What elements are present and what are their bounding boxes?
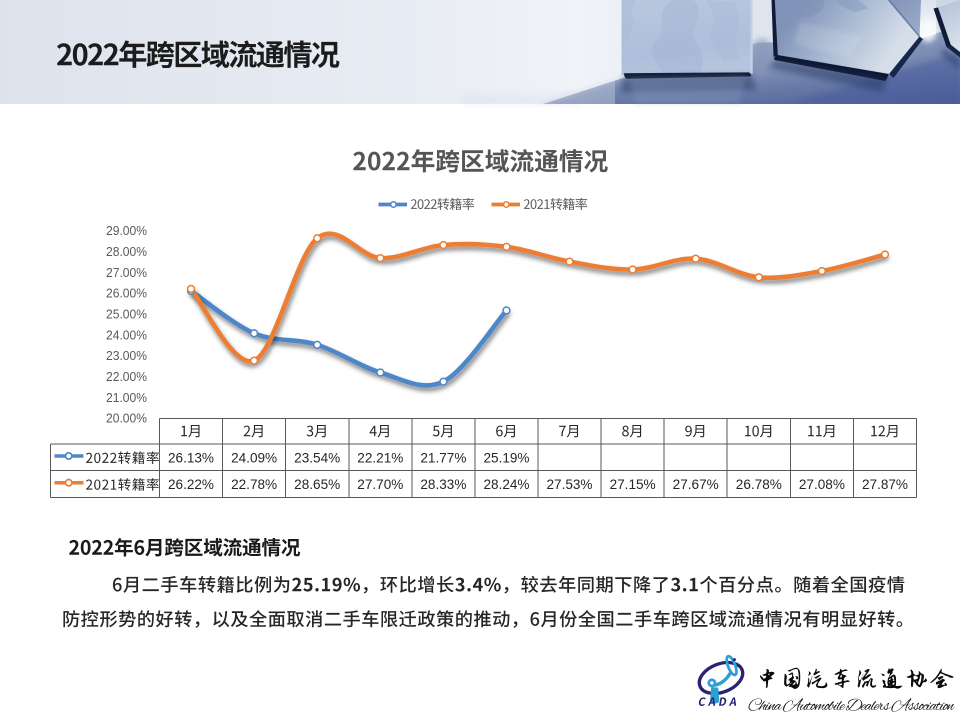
svg-text:21.77%: 21.77% bbox=[420, 450, 466, 465]
svg-text:26.00%: 26.00% bbox=[106, 286, 147, 301]
svg-text:27.67%: 27.67% bbox=[673, 477, 719, 492]
svg-text:27.53%: 27.53% bbox=[547, 477, 593, 492]
svg-text:22.21%: 22.21% bbox=[357, 450, 403, 465]
svg-text:22.78%: 22.78% bbox=[231, 477, 277, 492]
svg-text:28.00%: 28.00% bbox=[106, 244, 147, 259]
svg-text:25.00%: 25.00% bbox=[106, 307, 147, 322]
svg-text:24.00%: 24.00% bbox=[106, 327, 147, 342]
svg-text:21.00%: 21.00% bbox=[106, 390, 147, 405]
svg-text:29.00%: 29.00% bbox=[106, 223, 147, 238]
svg-text:23.00%: 23.00% bbox=[106, 348, 147, 363]
svg-text:26.13%: 26.13% bbox=[168, 450, 214, 465]
svg-text:27.08%: 27.08% bbox=[799, 477, 845, 492]
svg-text:24.09%: 24.09% bbox=[231, 450, 277, 465]
svg-text:22.00%: 22.00% bbox=[106, 369, 147, 384]
svg-text:20.00%: 20.00% bbox=[106, 411, 147, 426]
svg-text:28.33%: 28.33% bbox=[420, 477, 466, 492]
svg-text:28.24%: 28.24% bbox=[484, 477, 530, 492]
svg-text:23.54%: 23.54% bbox=[294, 450, 340, 465]
svg-text:27.87%: 27.87% bbox=[862, 477, 908, 492]
svg-text:27.70%: 27.70% bbox=[357, 477, 403, 492]
svg-text:26.78%: 26.78% bbox=[736, 477, 782, 492]
svg-text:27.15%: 27.15% bbox=[610, 477, 656, 492]
svg-text:25.19%: 25.19% bbox=[484, 450, 530, 465]
svg-text:28.65%: 28.65% bbox=[294, 477, 340, 492]
svg-text:26.22%: 26.22% bbox=[168, 477, 214, 492]
svg-text:27.00%: 27.00% bbox=[106, 265, 147, 280]
